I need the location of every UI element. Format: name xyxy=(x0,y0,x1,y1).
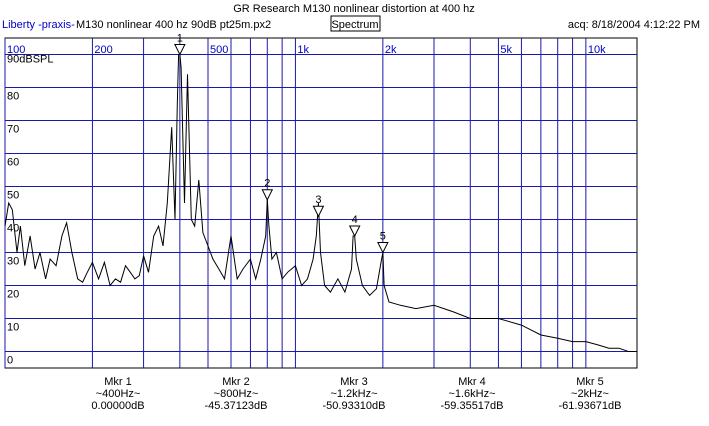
y-tick-label: 40 xyxy=(7,223,19,235)
marker-freq: ~400Hz~ xyxy=(95,388,141,400)
marker-readout-4: Mkr 4 ~1.6kHz~ -59.35517dB xyxy=(412,376,532,412)
marker-freq: ~1.2kHz~ xyxy=(330,388,378,400)
marker-number: 5 xyxy=(380,231,386,243)
y-tick-label: 0 xyxy=(7,355,13,367)
marker-triangle xyxy=(174,44,186,56)
file-name: M130 nonlinear 400 hz 90dB pt25m.px2 xyxy=(76,19,271,31)
marker-label: Mkr 3 xyxy=(340,376,368,388)
marker-number: 2 xyxy=(264,178,270,190)
marker-value: -45.37123dB xyxy=(204,400,268,412)
y-tick-label: 20 xyxy=(7,289,19,301)
spectrum-mode-button[interactable]: Spectrum xyxy=(330,15,381,32)
x-tick-label: 1k xyxy=(297,44,309,56)
y-tick-label: 50 xyxy=(7,190,19,202)
axis-labels: 100 200 500 1k 2k 5k 10k90dBSPL807060504030201… xyxy=(7,44,606,367)
marker-number: 4 xyxy=(352,214,358,226)
marker-number: 1 xyxy=(177,33,183,45)
trace-layer xyxy=(4,54,637,352)
marker-readout-3: Mkr 3 ~1.2kHz~ -50.93310dB xyxy=(294,376,414,412)
x-tick-label: 500 xyxy=(210,44,228,56)
marker-layer: 1 2 3 4 5 xyxy=(174,33,389,254)
marker-readout-5: Mkr 5 ~2kHz~ -61.93671dB xyxy=(530,376,650,412)
marker-triangle xyxy=(348,225,361,238)
marker-value: -50.93310dB xyxy=(322,400,386,412)
y-axis-label: 90dBSPL xyxy=(7,54,53,66)
x-tick-label: 5k xyxy=(500,44,512,56)
marker-triangle xyxy=(377,242,389,254)
x-tick-label: 2k xyxy=(385,44,397,56)
y-tick-label: 10 xyxy=(7,322,19,334)
marker-freq: ~800Hz~ xyxy=(213,388,259,400)
grid xyxy=(4,38,637,368)
marker-triangle xyxy=(261,189,274,201)
marker-label: Mkr 5 xyxy=(576,376,604,388)
marker-value: -59.35517dB xyxy=(440,400,504,412)
chart-title: GR Research M130 nonlinear distortion at… xyxy=(233,3,475,15)
x-tick-label: 100 xyxy=(7,44,25,56)
software-label: Liberty -praxis- xyxy=(2,19,75,31)
marker-value: -61.93671dB xyxy=(558,400,622,412)
marker-label: Mkr 2 xyxy=(222,376,250,388)
y-tick-label: 60 xyxy=(7,157,19,169)
marker-label: Mkr 4 xyxy=(458,376,486,388)
y-tick-label: 30 xyxy=(7,256,19,268)
marker-triangle xyxy=(312,205,325,218)
spectrum-mode-button-label: Spectrum xyxy=(331,19,378,31)
marker-readout-1: Mkr 1 ~400Hz~ 0.00000dB xyxy=(58,376,178,412)
marker-label: Mkr 1 xyxy=(104,376,132,388)
marker-freq: ~2kHz~ xyxy=(571,388,609,400)
x-tick-label: 10k xyxy=(588,44,606,56)
x-tick-label: 200 xyxy=(94,44,112,56)
spectrum-trace xyxy=(4,54,637,352)
marker-value: 0.00000dB xyxy=(91,400,145,412)
marker-number: 3 xyxy=(315,194,321,206)
y-tick-label: 80 xyxy=(7,91,19,103)
marker-readout-2: Mkr 2 ~800Hz~ -45.37123dB xyxy=(176,376,296,412)
y-tick-label: 70 xyxy=(7,124,19,136)
plot-frame xyxy=(4,37,638,369)
marker-freq: ~1.6kHz~ xyxy=(448,388,496,400)
acquisition-timestamp: acq: 8/18/2004 4:12:22 PM xyxy=(568,19,700,31)
